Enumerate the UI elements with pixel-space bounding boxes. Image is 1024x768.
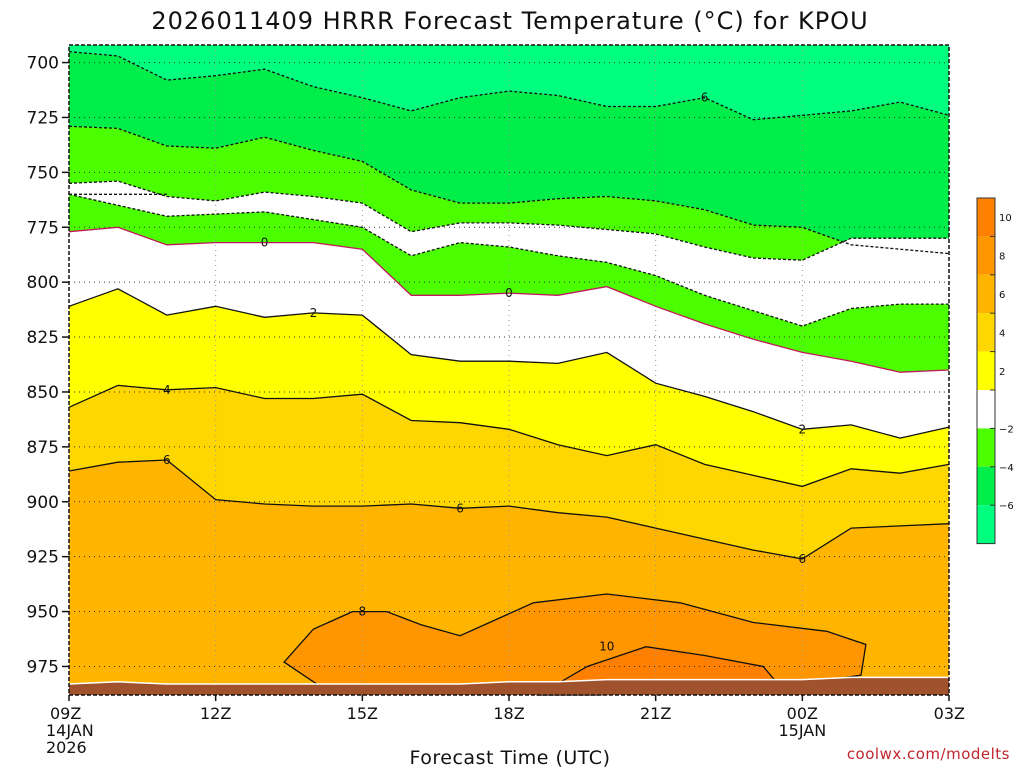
y-tick-label-725: 725 [27,108,59,128]
ground-line [68,676,949,685]
contour-4-7 [68,384,950,488]
contour-label-0-1: 0 [505,286,513,300]
legend-swatch-4 [977,351,995,390]
legend-swatch-7 [977,466,995,506]
y-tick-label-925: 925 [27,548,59,568]
contour-6-8 [68,459,950,560]
contour--4-1 [68,125,950,255]
y-tick-label-850: 850 [27,383,59,403]
legend-label-3: 4 [999,328,1005,339]
y-tick-label-875: 875 [27,438,59,458]
legend-swatch-0 [977,198,995,237]
x-tick-label-00Z: 00Z [787,704,818,723]
plot-frame [68,44,950,696]
contour-label-10-0: 10 [599,640,614,654]
temperature-fill-regions [69,45,949,695]
contour-label-6-2: 6 [799,552,807,566]
contour-label--6-0: 6 [701,91,709,105]
legend-label-4: 2 [999,367,1005,378]
x-tick-label-12Z: 12Z [200,704,231,723]
y-axis-pressure: 700 725 750 775 800 825 850 875 900 925 950 975 [27,54,69,677]
grid-lines [69,45,949,695]
band-minus2-to-2 [69,227,949,439]
band-below-minus6 [69,45,949,120]
band-4-to-6 [69,385,949,559]
contour--6-0 [68,50,950,121]
legend-swatch-2 [977,274,995,314]
chart-title: 2026011409 HRRR Forecast Temperature (°C… [151,7,868,35]
legend-label-0: 10 [999,213,1012,224]
contour-label-6-0: 6 [163,453,171,467]
legend-label-1: 8 [999,252,1005,263]
legend-swatch-3 [977,313,995,352]
x-tick-label-09Z: 09Z [50,704,81,723]
x-tick-label-15Z: 15Z [347,704,378,723]
legend-label-7: −6 [999,501,1014,512]
legend-label-5: −2 [999,424,1014,435]
ground-surface [68,676,949,695]
band-minus4-to-minus2-upper [69,126,949,261]
x-tick-label-21Z: 21Z [640,704,671,723]
isotherm-contours: 6 0 0 2 2 4 6 6 6 8 10 [68,50,950,696]
y-tick-label-825: 825 [27,328,59,348]
y-tick-label-750: 750 [27,163,59,183]
y-tick-label-900: 900 [27,493,59,513]
x-year-label: 2026 [46,738,87,757]
contour-label-2-0: 2 [310,306,318,320]
band-minus6-to-minus4 [69,51,949,254]
legend-swatch-1 [977,236,995,275]
legend-swatch-6 [977,428,995,467]
contour--4-2 [68,180,949,261]
credit-link[interactable]: coolwx.com/modelts [847,745,1010,763]
contour-2-6 [68,288,950,439]
legend-label-2: 6 [999,290,1005,301]
band-2-to-4 [69,288,949,487]
x-date-label-15JAN: 15JAN [778,721,826,740]
band-minus4-to-minus2-lower [69,194,949,373]
x-axis-label: Forecast Time (UTC) [410,747,611,768]
y-tick-label-775: 775 [27,218,59,238]
y-tick-label-800: 800 [27,273,59,293]
contour-label-4-0: 4 [163,383,171,397]
y-tick-label-950: 950 [27,603,59,623]
legend-frame [976,197,996,545]
contour-label-8-0: 8 [359,605,367,619]
legend-swatch-5 [977,390,995,429]
x-tick-label-18Z: 18Z [493,704,524,723]
color-legend: 10 8 6 4 2 −2 −4 −6 [976,197,1014,545]
y-tick-label-975: 975 [27,657,59,677]
legend-swatch-8 [977,505,995,544]
contour-label-6-1: 6 [456,501,464,515]
y-tick-label-700: 700 [27,54,59,74]
ground-fill [69,677,949,695]
contour-label-0-0: 0 [261,236,269,250]
contour--2-3 [68,193,949,327]
x-date-label-14JAN: 14JAN [46,721,94,740]
contour-label-2-1: 2 [799,422,807,436]
legend-label-6: −4 [999,463,1014,474]
x-tick-label-03Z: 03Z [934,704,965,723]
contour-0-5 [68,226,950,373]
